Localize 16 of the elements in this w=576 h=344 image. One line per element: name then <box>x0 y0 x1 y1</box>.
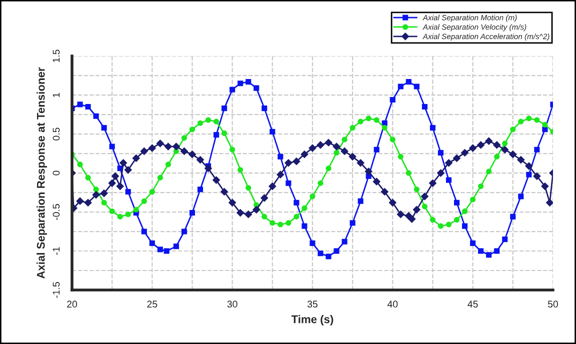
x-tick-label: 40 <box>387 300 398 308</box>
y-tick-label: -1.5 <box>52 282 60 298</box>
x-tick-label: 45 <box>468 300 478 308</box>
x-tick-label: 50 <box>548 300 558 308</box>
x-axis-title: Time (s) <box>291 315 334 326</box>
y-tick-label: 0.5 <box>52 128 60 140</box>
y-tick-label: 1.5 <box>52 50 60 62</box>
y-axis-title: Axial Separation Response at Tensioner <box>36 67 47 279</box>
y-tick-label: -0.5 <box>52 204 60 220</box>
y-tick-label: 0 <box>52 170 60 176</box>
y-tick-label: -1 <box>52 247 60 255</box>
x-tick-label: 20 <box>67 300 78 308</box>
x-tick-label: 30 <box>227 300 238 308</box>
x-tick-label: 35 <box>307 300 318 308</box>
y-tick-label: 1 <box>52 92 60 98</box>
x-tick-label: 25 <box>147 300 158 308</box>
